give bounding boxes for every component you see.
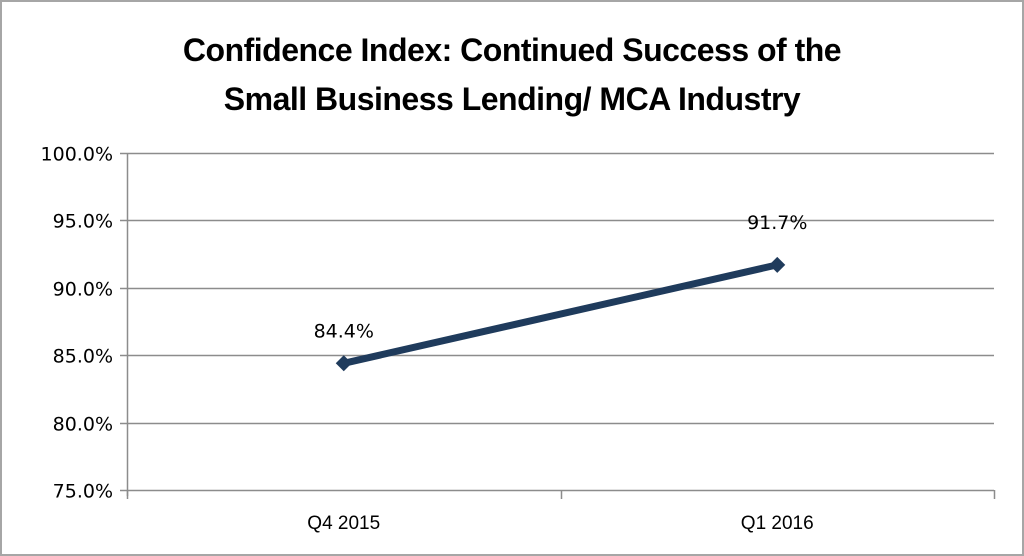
chart-title-line-2: Small Business Lending/ MCA Industry [223, 81, 801, 117]
y-axis-tick-labels: 75.0% 80.0% 85.0% 90.0% 95.0% 100.0% [41, 144, 113, 503]
gridlines [120, 152, 994, 492]
data-labels: 84.4% 91.7% [314, 212, 808, 342]
y-tick-label: 75.0% [53, 481, 113, 503]
y-tick-label: 80.0% [53, 414, 113, 436]
data-point-label: 91.7% [747, 212, 807, 234]
diamond-marker-icon [335, 355, 352, 372]
diamond-marker-icon [769, 256, 786, 273]
data-series [335, 256, 786, 372]
x-axis-category-labels: Q4 2015 Q1 2016 [307, 513, 813, 534]
y-tick-label: 95.0% [53, 211, 113, 233]
y-tick-label: 85.0% [53, 346, 113, 368]
x-category-label: Q1 2016 [741, 513, 814, 534]
series-line [342, 261, 779, 367]
chart-title: Confidence Index: Continued Success of t… [0, 26, 1024, 124]
x-category-label: Q4 2015 [307, 513, 380, 534]
y-tick-label: 90.0% [53, 279, 113, 301]
chart-title-line-1: Confidence Index: Continued Success of t… [182, 32, 842, 68]
axes [126, 153, 996, 499]
data-point-label: 84.4% [314, 320, 374, 342]
y-tick-label: 100.0% [41, 144, 113, 166]
